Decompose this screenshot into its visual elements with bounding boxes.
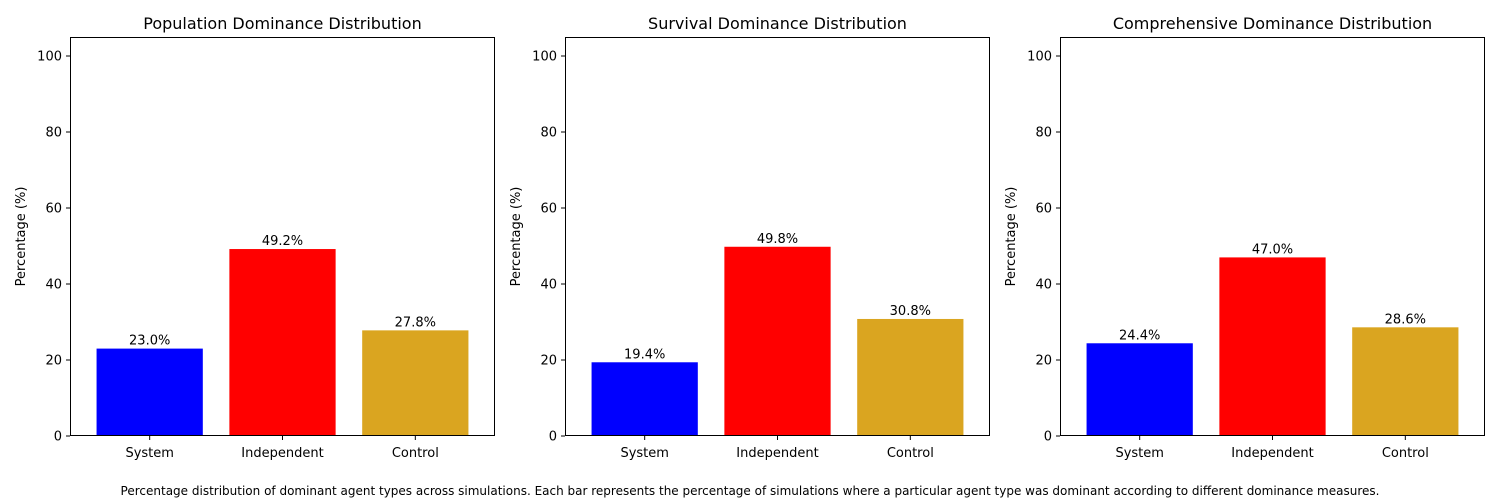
axes-frame <box>565 37 990 436</box>
data-label: 30.8% <box>890 304 931 319</box>
axes-frame <box>70 37 495 436</box>
y-tick-label: 20 <box>1035 354 1052 369</box>
data-label: 24.4% <box>1119 328 1160 343</box>
data-label: 23.0% <box>129 334 170 349</box>
y-tick-label: 40 <box>45 278 62 293</box>
chart-panel: Population Dominance Distribution Percent… <box>14 14 495 461</box>
y-tick-label: 0 <box>1044 430 1052 445</box>
bar <box>362 330 469 436</box>
chart-panel: Survival Dominance Distribution Percentag… <box>509 14 990 461</box>
data-label: 47.0% <box>1252 242 1293 257</box>
bar <box>591 362 698 436</box>
y-tick-label: 80 <box>1035 126 1052 141</box>
x-tick-label: System <box>125 446 173 461</box>
y-tick-label: 60 <box>45 202 62 217</box>
chart-title: Population Dominance Distribution <box>143 14 421 33</box>
axes-frame <box>1060 37 1485 436</box>
y-tick-label: 40 <box>540 278 557 293</box>
x-tick-label: Control <box>1382 446 1429 461</box>
y-tick-label: 40 <box>1035 278 1052 293</box>
x-tick-label: Independent <box>736 446 818 461</box>
bar <box>724 246 831 436</box>
y-axis-label: Percentage (%) <box>14 187 29 287</box>
bar <box>857 318 964 436</box>
y-tick-label: 0 <box>54 430 62 445</box>
data-label: 19.4% <box>624 347 665 362</box>
bar <box>96 348 203 436</box>
y-axis-label: Percentage (%) <box>1004 187 1019 287</box>
bar <box>1219 257 1326 436</box>
chart-title: Comprehensive Dominance Distribution <box>1113 14 1432 33</box>
x-tick-label: Independent <box>241 446 323 461</box>
bar <box>229 249 336 436</box>
x-tick-label: System <box>620 446 668 461</box>
y-tick-label: 0 <box>549 430 557 445</box>
y-tick-label: 20 <box>540 354 557 369</box>
data-label: 28.6% <box>1385 312 1426 327</box>
y-axis-label: Percentage (%) <box>509 187 524 287</box>
chart-title: Survival Dominance Distribution <box>648 14 907 33</box>
x-tick-label: Independent <box>1231 446 1313 461</box>
x-tick-label: Control <box>392 446 439 461</box>
y-tick-label: 80 <box>540 126 557 141</box>
y-tick-label: 20 <box>45 354 62 369</box>
y-tick-label: 60 <box>540 202 557 217</box>
chart-panel: Comprehensive Dominance Distribution Perc… <box>1004 14 1485 461</box>
y-tick-label: 100 <box>1027 50 1052 65</box>
data-label: 49.2% <box>262 234 303 249</box>
data-label: 27.8% <box>395 315 436 330</box>
figure-caption: Percentage distribution of dominant agen… <box>120 484 1380 498</box>
x-tick-label: System <box>1115 446 1163 461</box>
bar <box>1352 327 1459 436</box>
data-label: 49.8% <box>757 232 798 247</box>
y-tick-label: 60 <box>1035 202 1052 217</box>
y-tick-label: 80 <box>45 126 62 141</box>
y-tick-label: 100 <box>37 50 62 65</box>
x-tick-label: Control <box>887 446 934 461</box>
bar <box>1086 343 1193 436</box>
y-tick-label: 100 <box>532 50 557 65</box>
